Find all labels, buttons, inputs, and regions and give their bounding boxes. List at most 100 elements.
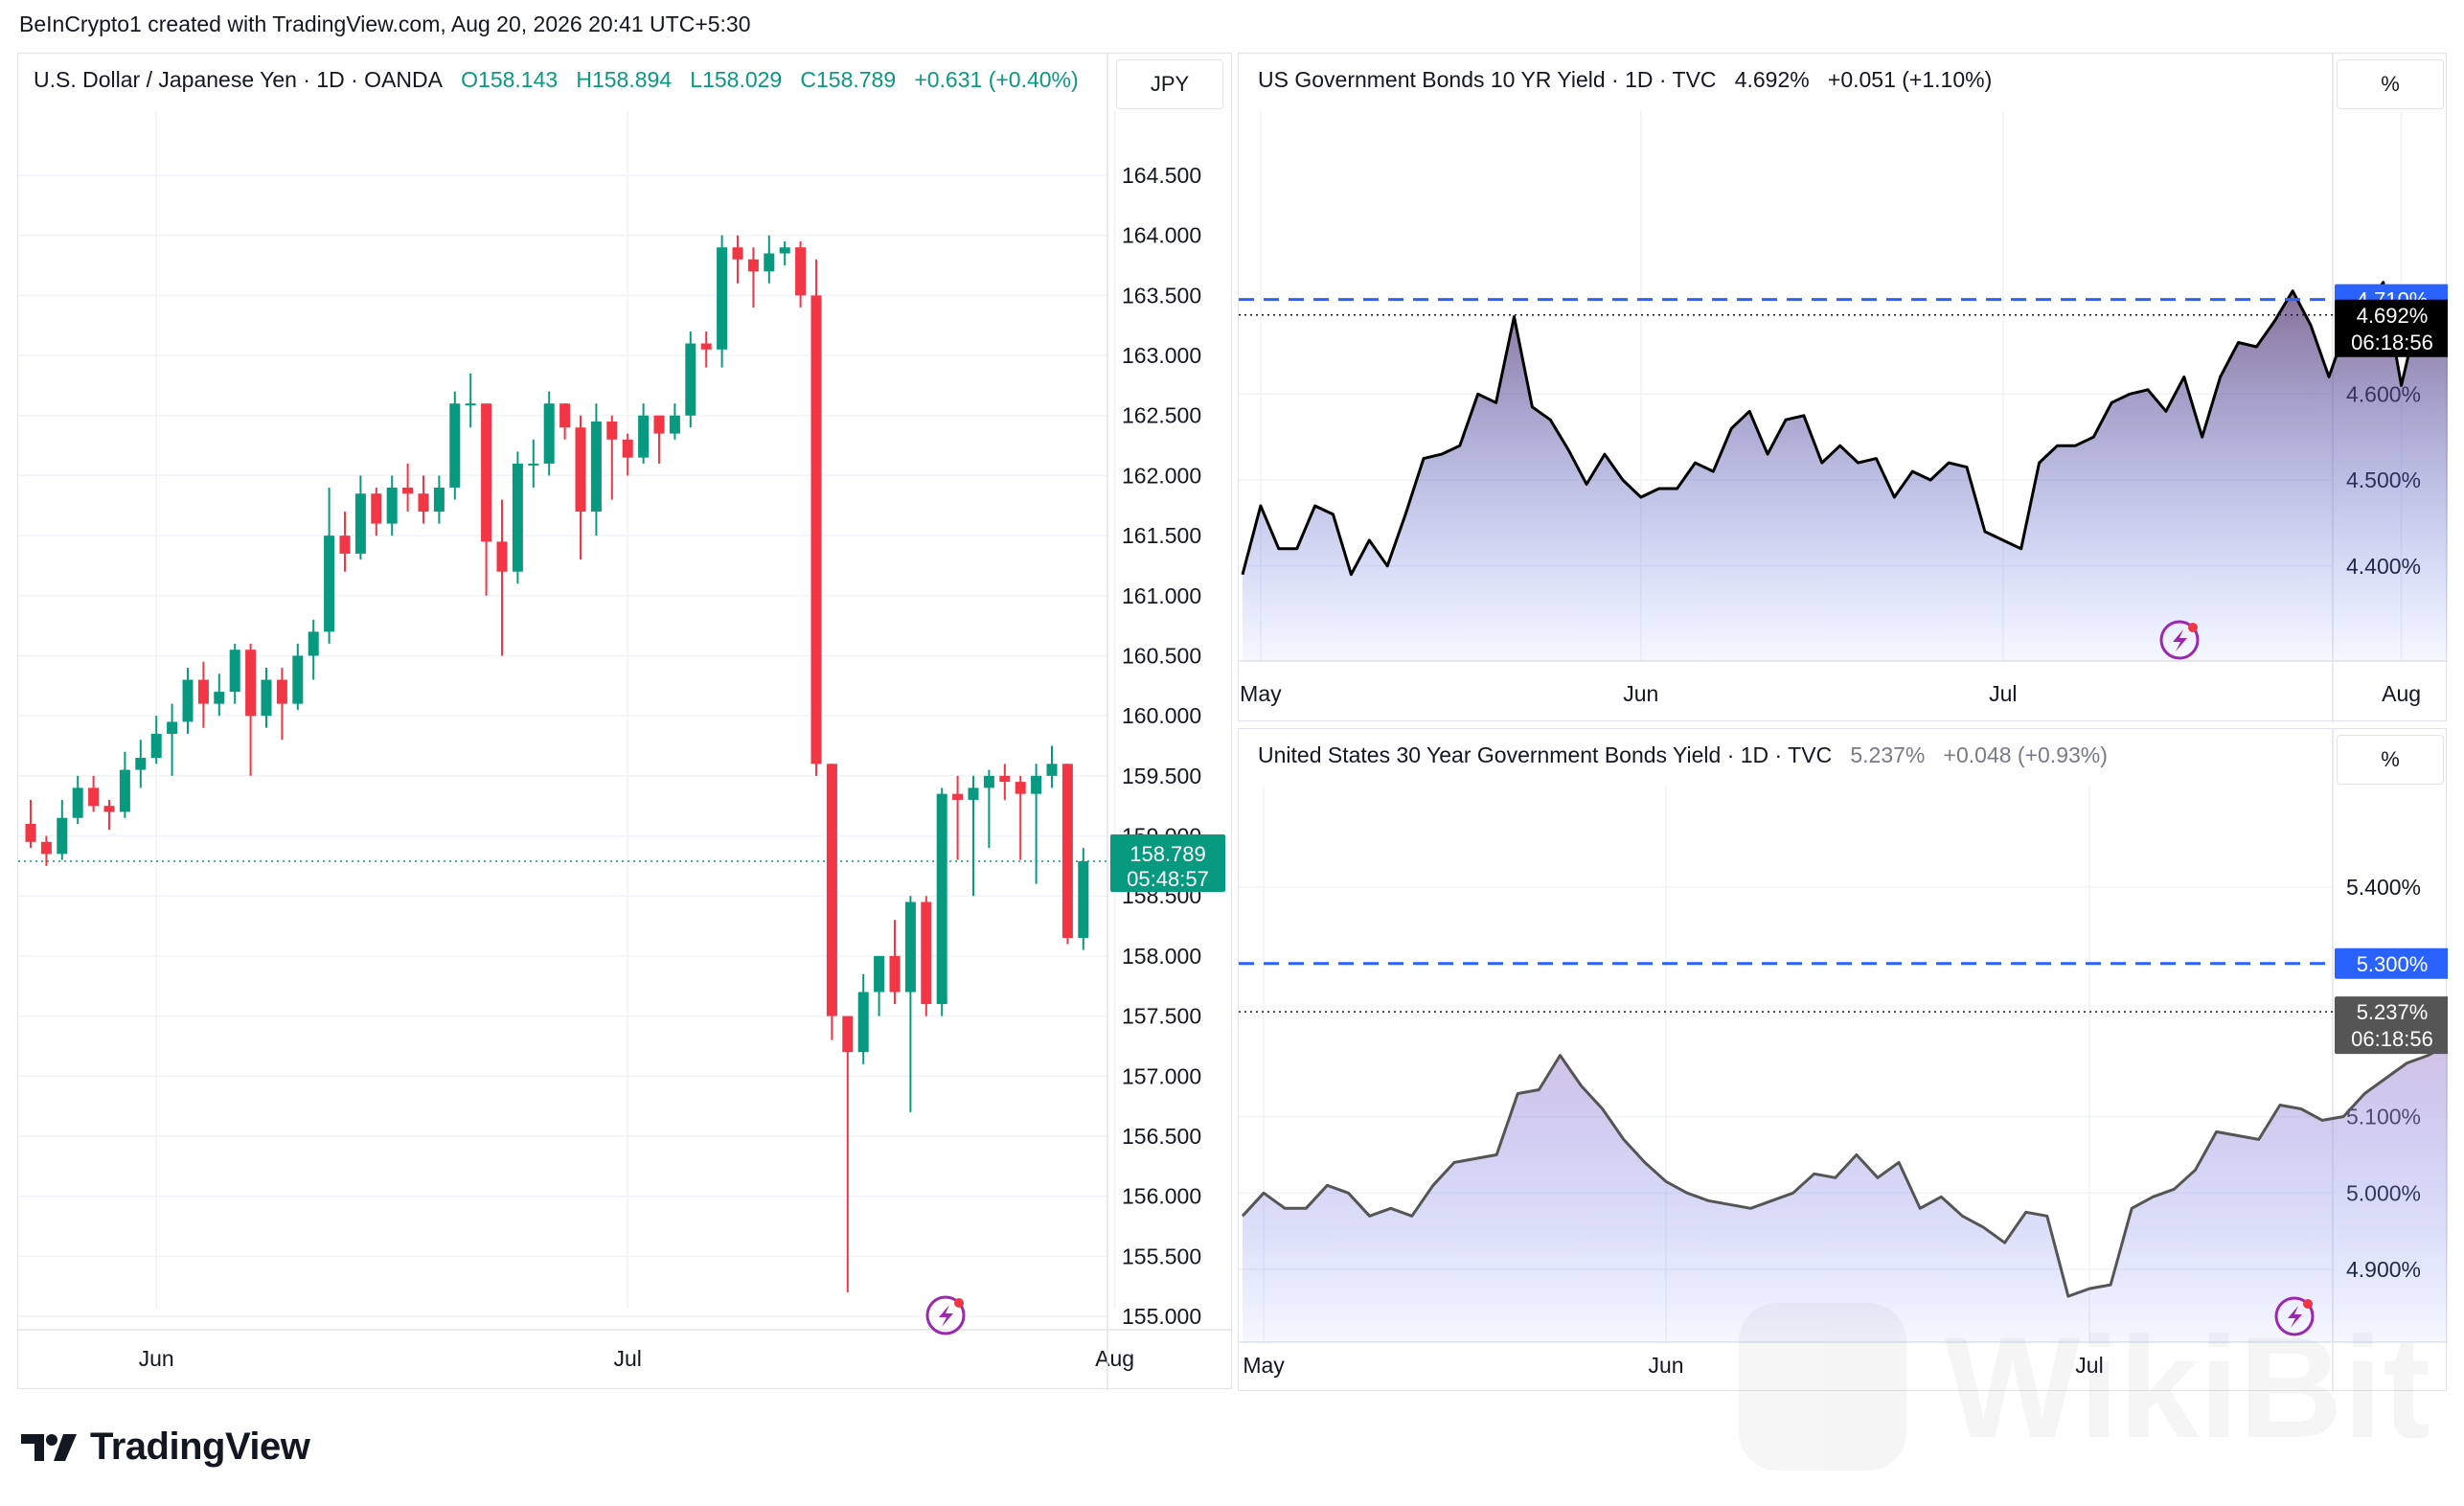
usdjpy-y-tick-label: 164.500 xyxy=(1122,163,1201,188)
usdjpy-candle xyxy=(57,799,68,860)
usdjpy-close: C158.789 xyxy=(800,67,897,92)
usdjpy-candle xyxy=(747,247,759,308)
usdjpy-x-tick-label: Jul xyxy=(613,1346,641,1371)
usdjpy-candle xyxy=(685,331,696,428)
us30y-value: 5.237% xyxy=(1850,742,1926,767)
usdjpy-candle xyxy=(590,403,602,536)
svg-text:5.237%: 5.237% xyxy=(2357,1000,2429,1024)
usdjpy-candle xyxy=(700,331,712,368)
svg-text:06:18:56: 06:18:56 xyxy=(2351,1027,2433,1051)
usdjpy-chart-pane[interactable]: U.S. Dollar / Japanese Yen · 1D · OANDA … xyxy=(17,53,1233,1390)
us30y-reference-badge: 5.300% xyxy=(2335,947,2448,979)
usdjpy-candle xyxy=(952,775,964,860)
usdjpy-candle xyxy=(936,787,947,1016)
usdjpy-candle xyxy=(402,463,414,513)
usdjpy-candle xyxy=(968,775,979,897)
usdjpy-candle xyxy=(167,703,178,776)
usdjpy-candle xyxy=(795,240,807,308)
usdjpy-candle xyxy=(276,668,287,741)
us10y-area-fill xyxy=(1243,282,2448,661)
us30y-legend: United States 30 Year Government Bonds Y… xyxy=(1258,742,2108,768)
usdjpy-candle xyxy=(857,973,869,1064)
usdjpy-candle xyxy=(449,391,461,500)
tradingview-logo[interactable]: TradingView xyxy=(21,1426,310,1469)
us10y-x-tick-label: May xyxy=(1240,681,1282,706)
usdjpy-candle xyxy=(638,403,650,464)
usdjpy-y-tick-label: 164.000 xyxy=(1122,223,1201,248)
usdjpy-candle xyxy=(135,740,147,788)
usdjpy-candle xyxy=(465,373,476,428)
usdjpy-candle xyxy=(308,619,319,680)
usdjpy-candle xyxy=(214,673,225,717)
usdjpy-candle xyxy=(543,391,555,476)
us30y-series-line xyxy=(1241,1042,2448,1298)
usdjpy-y-tick-label: 156.500 xyxy=(1122,1124,1201,1149)
usdjpy-change: +0.631 (+0.40%) xyxy=(914,67,1079,92)
usdjpy-y-tick-label: 158.000 xyxy=(1122,944,1201,969)
usdjpy-candle xyxy=(197,661,209,728)
usdjpy-candle xyxy=(261,668,272,728)
svg-text:05:48:57: 05:48:57 xyxy=(1127,867,1209,891)
usdjpy-y-tick-label: 163.500 xyxy=(1122,283,1201,308)
usdjpy-candle xyxy=(182,668,194,734)
svg-text:5.300%: 5.300% xyxy=(2357,952,2429,976)
usdjpy-y-tick-label: 157.000 xyxy=(1122,1063,1201,1088)
usdjpy-candle xyxy=(496,499,508,656)
usdjpy-y-tick-label: 156.000 xyxy=(1122,1184,1201,1209)
us30y-last-value-badge: 5.237% 06:18:56 xyxy=(2335,996,2448,1055)
tradingview-logo-icon xyxy=(21,1433,77,1461)
us10y-last-value-badge: 4.692% 06:18:56 xyxy=(2335,299,2448,357)
usdjpy-currency-button[interactable]: JPY xyxy=(1116,59,1223,109)
svg-text:158.789: 158.789 xyxy=(1129,842,1206,866)
usdjpy-candle xyxy=(1015,775,1026,860)
us10y-chart-pane[interactable]: US Government Bonds 10 YR Yield · 1D · T… xyxy=(1238,53,2448,722)
us30y-plot: 5.400%5.100%5.000%4.900%MayJunJulAug5.30… xyxy=(1239,729,2448,1392)
usdjpy-candle xyxy=(669,403,680,440)
usdjpy-y-tick-label: 162.000 xyxy=(1122,463,1201,488)
us10y-value: 4.692% xyxy=(1734,67,1810,92)
usdjpy-candle xyxy=(653,415,665,464)
tradingview-logo-text: TradingView xyxy=(90,1426,310,1468)
usdjpy-candle xyxy=(292,643,304,710)
us30y-symbol: United States 30 Year Government Bonds Y… xyxy=(1258,742,1833,767)
us30y-change: +0.048 (+0.93%) xyxy=(1943,742,2108,767)
us30y-area-fill xyxy=(1243,1044,2448,1342)
usdjpy-candle xyxy=(779,240,790,266)
usdjpy-candle xyxy=(1031,764,1042,884)
usdjpy-candle xyxy=(575,415,586,560)
usdjpy-candle xyxy=(354,475,366,560)
usdjpy-y-tick-label: 162.500 xyxy=(1122,403,1201,428)
usdjpy-legend: U.S. Dollar / Japanese Yen · 1D · OANDA … xyxy=(34,67,1079,93)
usdjpy-candle xyxy=(874,955,885,1016)
us30y-x-tick-label: Jun xyxy=(1648,1353,1683,1378)
us10y-replay-icon xyxy=(2159,620,2200,660)
us30y-unit-button[interactable]: % xyxy=(2337,735,2444,785)
usdjpy-candle xyxy=(433,475,445,524)
usdjpy-candle xyxy=(324,487,335,644)
usdjpy-candle xyxy=(1046,745,1058,788)
usdjpy-candle xyxy=(40,835,52,866)
us10y-x-tick-label: Jun xyxy=(1623,681,1658,706)
usdjpy-y-tick-label: 160.500 xyxy=(1122,643,1201,668)
us10y-plot: 4.600%4.500%4.400%MayJunJulAugSep4.710%4… xyxy=(1239,54,2448,722)
usdjpy-candle xyxy=(119,751,130,818)
us10y-symbol: US Government Bonds 10 YR Yield · 1D · T… xyxy=(1258,67,1717,92)
usdjpy-high: H158.894 xyxy=(576,67,673,92)
usdjpy-y-tick-label: 155.500 xyxy=(1122,1244,1201,1268)
us30y-x-tick-label: May xyxy=(1243,1353,1285,1378)
usdjpy-y-tick-label: 161.000 xyxy=(1122,583,1201,608)
us10y-change: +0.051 (+1.10%) xyxy=(1827,67,1993,92)
usdjpy-candle xyxy=(606,415,618,500)
us10y-unit-button[interactable]: % xyxy=(2337,59,2444,109)
usdjpy-candle xyxy=(103,799,115,831)
usdjpy-symbol: U.S. Dollar / Japanese Yen · 1D · OANDA xyxy=(34,67,443,92)
us10y-x-tick-label: Jul xyxy=(1989,681,2017,706)
us30y-chart-pane[interactable]: United States 30 Year Government Bonds Y… xyxy=(1238,728,2448,1392)
usdjpy-open: O158.143 xyxy=(461,67,559,92)
usdjpy-candle xyxy=(25,799,36,849)
usdjpy-candle xyxy=(1078,848,1089,950)
usdjpy-candle xyxy=(371,487,382,536)
usdjpy-candle xyxy=(810,259,822,776)
usdjpy-plot: 164.500 164.000 163.500 163.000 162.500 162.0… xyxy=(18,54,1233,1390)
